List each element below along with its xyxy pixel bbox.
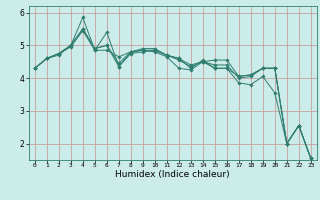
X-axis label: Humidex (Indice chaleur): Humidex (Indice chaleur) [116,170,230,179]
